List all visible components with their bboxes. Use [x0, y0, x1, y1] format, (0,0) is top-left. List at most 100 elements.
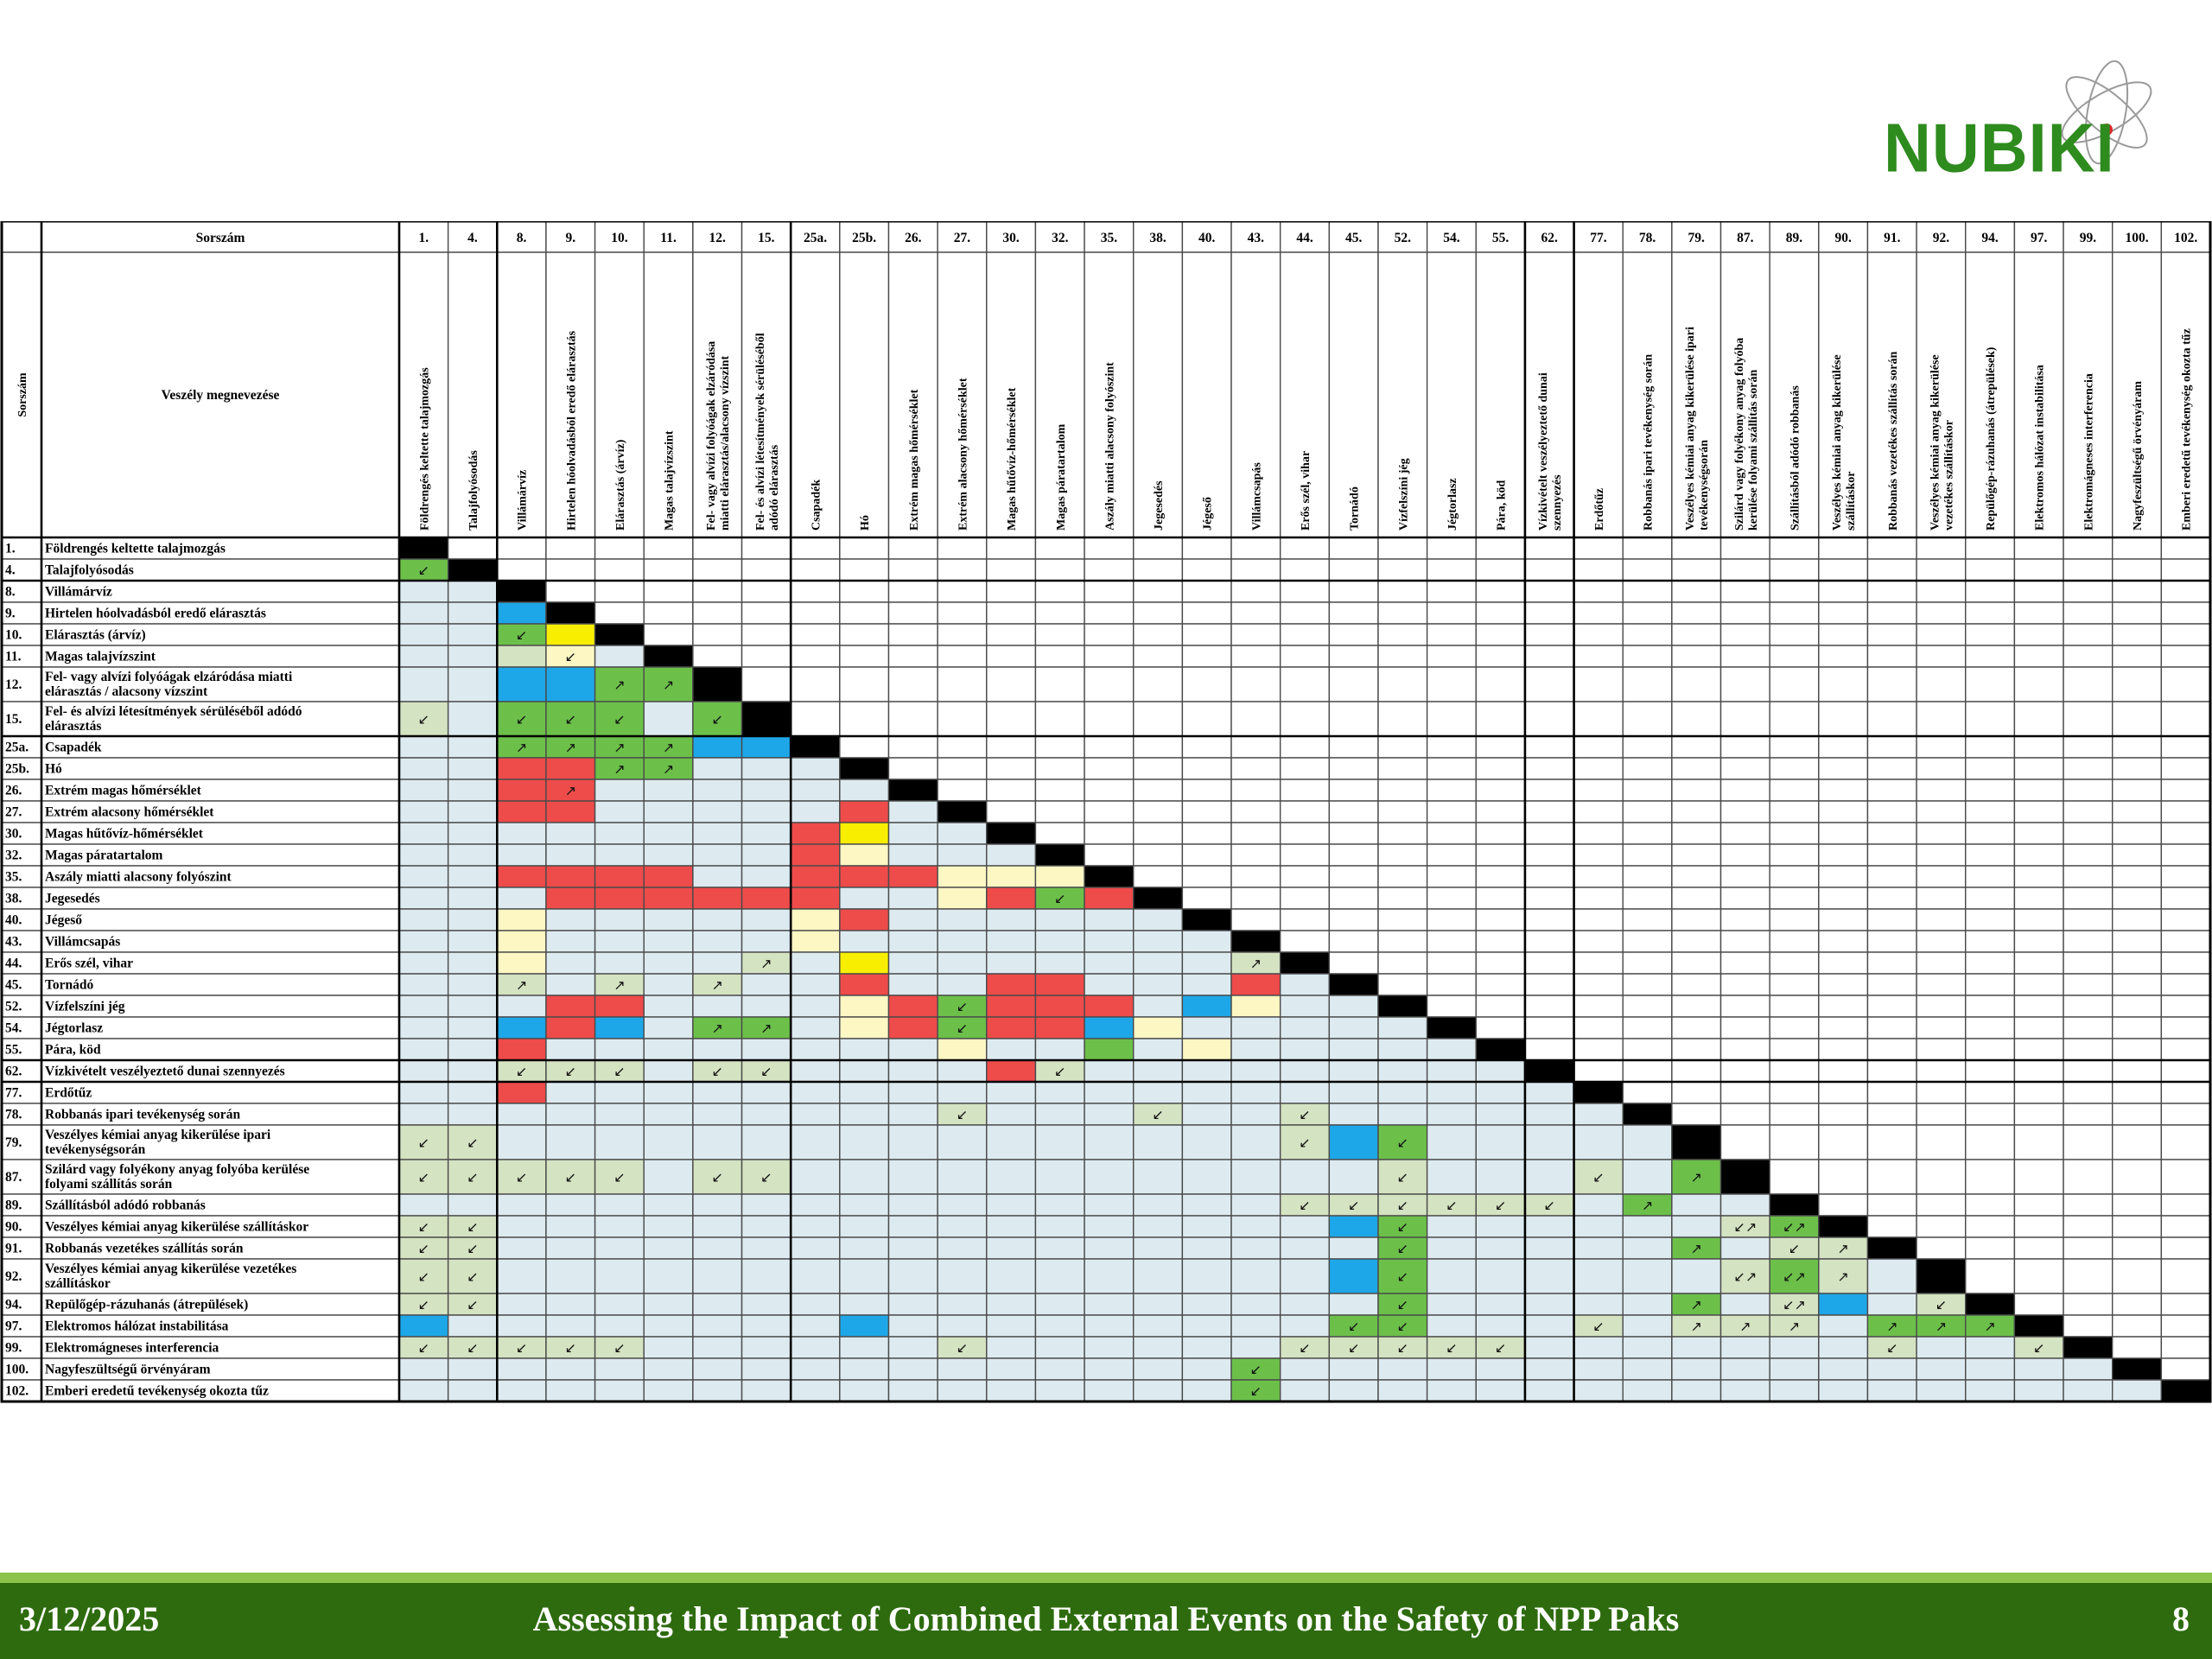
matrix-cell [937, 1357, 988, 1381]
matrix-cell [447, 887, 498, 910]
matrix-cell [887, 1081, 938, 1104]
influence-arrow: ↙ [1348, 1198, 1359, 1214]
matrix-cell [447, 1293, 498, 1316]
matrix-cell [1818, 601, 1869, 625]
column-number: 11. [660, 231, 677, 245]
column-number: 25b. [852, 231, 876, 245]
matrix-cell [986, 1336, 1037, 1359]
row-number: 78. [5, 1108, 22, 1122]
matrix-cell [1328, 1159, 1379, 1195]
matrix-cell [887, 1038, 938, 1061]
influence-arrow: ↗ [760, 956, 772, 972]
influence-arrow: ↙ [467, 1219, 478, 1236]
matrix-cell [1475, 822, 1526, 845]
matrix-cell [2013, 701, 2064, 737]
matrix-cell [790, 623, 841, 646]
matrix-cell [1377, 1357, 1428, 1381]
matrix-cell [1671, 1357, 1722, 1381]
influence-arrow: ↙ [1544, 1198, 1555, 1214]
matrix-cell [986, 1081, 1037, 1104]
matrix-cell [496, 537, 547, 560]
matrix-cell [1622, 779, 1673, 802]
matrix-cell [1377, 601, 1428, 625]
influence-arrow: ↙ [1397, 1340, 1408, 1357]
matrix-cell [986, 973, 1037, 996]
matrix-cell [1279, 1124, 1331, 1160]
header-cell [1, 221, 42, 253]
matrix-cell [1034, 757, 1085, 780]
matrix-cell [2160, 1159, 2211, 1195]
matrix-cell [1671, 1193, 1722, 1217]
matrix-cell [1916, 1103, 1967, 1126]
matrix-cell [839, 1236, 890, 1260]
matrix-cell [741, 558, 791, 582]
matrix-cell [1965, 1236, 2016, 1260]
matrix-cell [1475, 1336, 1526, 1359]
matrix-cell [643, 908, 694, 931]
row-label: Erős szél, vihar [45, 957, 133, 971]
row-number: 30. [5, 827, 22, 842]
footer-date: 3/12/2025 [19, 1599, 160, 1638]
matrix-cell [1084, 887, 1135, 910]
influence-arrow: ↗ [1936, 1319, 1947, 1335]
row-number: 15. [5, 712, 22, 727]
matrix-cell [447, 601, 498, 625]
matrix-cell [643, 537, 694, 560]
matrix-cell [1230, 1038, 1281, 1061]
row-label-cell [41, 580, 400, 603]
matrix-cell [1426, 995, 1477, 1018]
matrix-cell [1377, 865, 1428, 888]
matrix-cell [2160, 1016, 2211, 1039]
matrix-cell [2063, 1314, 2113, 1338]
influence-arrow: ↗ [1886, 1319, 1897, 1335]
matrix-cell [643, 1314, 694, 1338]
influence-arrow: ↙ [516, 1169, 527, 1185]
matrix-cell [1573, 779, 1624, 802]
matrix-cell [1965, 580, 2016, 603]
matrix-cell [986, 930, 1037, 953]
matrix-cell [790, 580, 841, 603]
matrix-cell [1719, 735, 1770, 759]
matrix-cell [1475, 1379, 1526, 1402]
row-label: Elektromos hálózat instabilitása [45, 1319, 229, 1334]
matrix-cell [1916, 1336, 1967, 1359]
matrix-cell [1965, 908, 2016, 931]
matrix-cell [937, 666, 988, 702]
matrix-cell [643, 1081, 694, 1104]
matrix-cell [1426, 865, 1477, 888]
matrix-cell [496, 1038, 547, 1061]
matrix-cell [1769, 1314, 1820, 1338]
matrix-cell [2013, 1379, 2064, 1402]
row-number: 52. [5, 1000, 22, 1014]
matrix-cell [398, 843, 449, 867]
matrix-cell [1279, 757, 1331, 780]
matrix-cell [1719, 1103, 1770, 1126]
matrix-cell [1475, 1059, 1526, 1083]
matrix-cell [1181, 1215, 1232, 1238]
matrix-cell [1084, 779, 1135, 802]
matrix-cell [2063, 822, 2113, 845]
row-label: Robbanás ipari tevékenység során [45, 1108, 240, 1122]
matrix-cell [1034, 1038, 1085, 1061]
matrix-cell [643, 951, 694, 975]
matrix-cell [398, 1016, 449, 1039]
matrix-cell [2013, 1038, 2064, 1061]
matrix-cell [692, 779, 743, 802]
column-number: 27. [954, 231, 971, 245]
matrix-cell [398, 1379, 449, 1402]
matrix-cell [1279, 995, 1331, 1018]
column-label-cell [2160, 251, 2211, 538]
matrix-cell [594, 800, 645, 823]
matrix-cell [1328, 580, 1379, 603]
matrix-cell [1622, 757, 1673, 780]
matrix-cell [937, 1258, 988, 1294]
matrix-cell [1671, 1059, 1722, 1083]
matrix-cell [447, 1314, 498, 1338]
influence-arrow: ↙ [760, 1064, 772, 1080]
matrix-cell [2112, 822, 2163, 845]
matrix-cell [1034, 735, 1085, 759]
matrix-cell [2160, 779, 2211, 802]
matrix-cell [1719, 1357, 1770, 1381]
row-label: Veszélyes kémiai anyag kikerülése szállí… [45, 1220, 308, 1235]
matrix-cell [643, 1059, 694, 1083]
